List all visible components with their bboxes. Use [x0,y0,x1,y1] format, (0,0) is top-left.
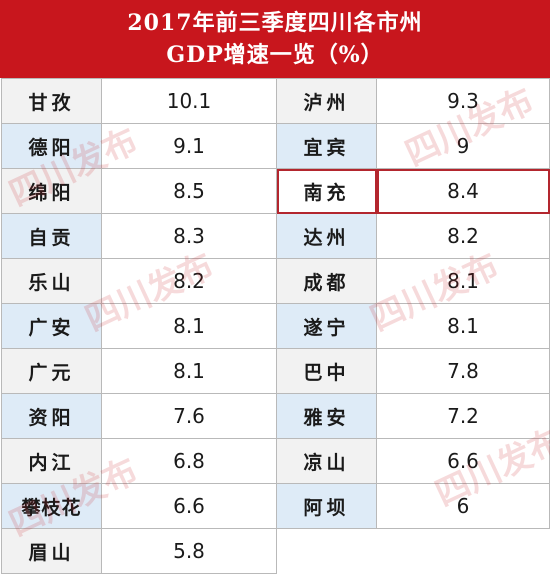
table-row: 资阳 7.6 雅安 7.2 [1,393,550,439]
table-row: 德阳 9.1 宜宾 9 [1,123,550,169]
value-cell: 8.2 [101,258,277,304]
table-row: 攀枝花 6.6 阿坝 6 [1,483,550,529]
city-cell: 成都 [276,258,377,304]
city-cell: 泸州 [276,78,377,124]
gdp-growth-table: 甘孜 10.1 泸州 9.3 德阳 9.1 宜宾 9 绵阳 8.5 南充 8.4… [1,78,550,574]
city-cell: 眉山 [1,528,102,574]
value-cell: 6.6 [376,438,550,484]
value-cell: 5.8 [101,528,277,574]
value-cell: 6 [376,483,550,529]
value-cell: 10.1 [101,78,277,124]
value-cell: 7.2 [376,393,550,439]
city-cell: 德阳 [1,123,102,169]
city-cell: 自贡 [1,213,102,259]
city-cell: 凉山 [276,438,377,484]
value-cell: 8.1 [101,303,277,349]
value-cell: 8.3 [101,213,277,259]
table-title: 2017年前三季度四川各市州 GDP增速一览（%） [0,0,550,78]
city-cell: 达州 [276,213,377,259]
city-cell-highlighted: 南充 [276,168,377,214]
empty-cell [376,528,550,574]
value-cell: 9 [376,123,550,169]
value-cell: 8.1 [376,303,550,349]
city-cell: 广元 [1,348,102,394]
value-cell: 8.1 [101,348,277,394]
city-cell: 广安 [1,303,102,349]
table-row: 自贡 8.3 达州 8.2 [1,213,550,259]
table-row: 内江 6.8 凉山 6.6 [1,438,550,484]
city-cell: 甘孜 [1,78,102,124]
table-row: 绵阳 8.5 南充 8.4 [1,168,550,214]
value-cell: 9.3 [376,78,550,124]
city-cell: 阿坝 [276,483,377,529]
table-row: 甘孜 10.1 泸州 9.3 [1,78,550,124]
value-cell: 8.5 [101,168,277,214]
city-cell: 乐山 [1,258,102,304]
title-line-2: GDP增速一览（%） [166,42,384,68]
value-cell-highlighted: 8.4 [376,168,550,214]
city-cell: 攀枝花 [1,483,102,529]
value-cell: 8.2 [376,213,550,259]
value-cell: 6.6 [101,483,277,529]
table-row: 乐山 8.2 成都 8.1 [1,258,550,304]
city-cell: 资阳 [1,393,102,439]
value-cell: 7.6 [101,393,277,439]
value-cell: 8.1 [376,258,550,304]
table-row: 广元 8.1 巴中 7.8 [1,348,550,394]
value-cell: 9.1 [101,123,277,169]
city-cell: 内江 [1,438,102,484]
city-cell: 雅安 [276,393,377,439]
empty-cell [276,528,377,574]
value-cell: 6.8 [101,438,277,484]
table-row: 眉山 5.8 [1,528,550,574]
city-cell: 宜宾 [276,123,377,169]
city-cell: 遂宁 [276,303,377,349]
table-row: 广安 8.1 遂宁 8.1 [1,303,550,349]
city-cell: 绵阳 [1,168,102,214]
value-cell: 7.8 [376,348,550,394]
city-cell: 巴中 [276,348,377,394]
title-line-1: 2017年前三季度四川各市州 [127,10,423,36]
